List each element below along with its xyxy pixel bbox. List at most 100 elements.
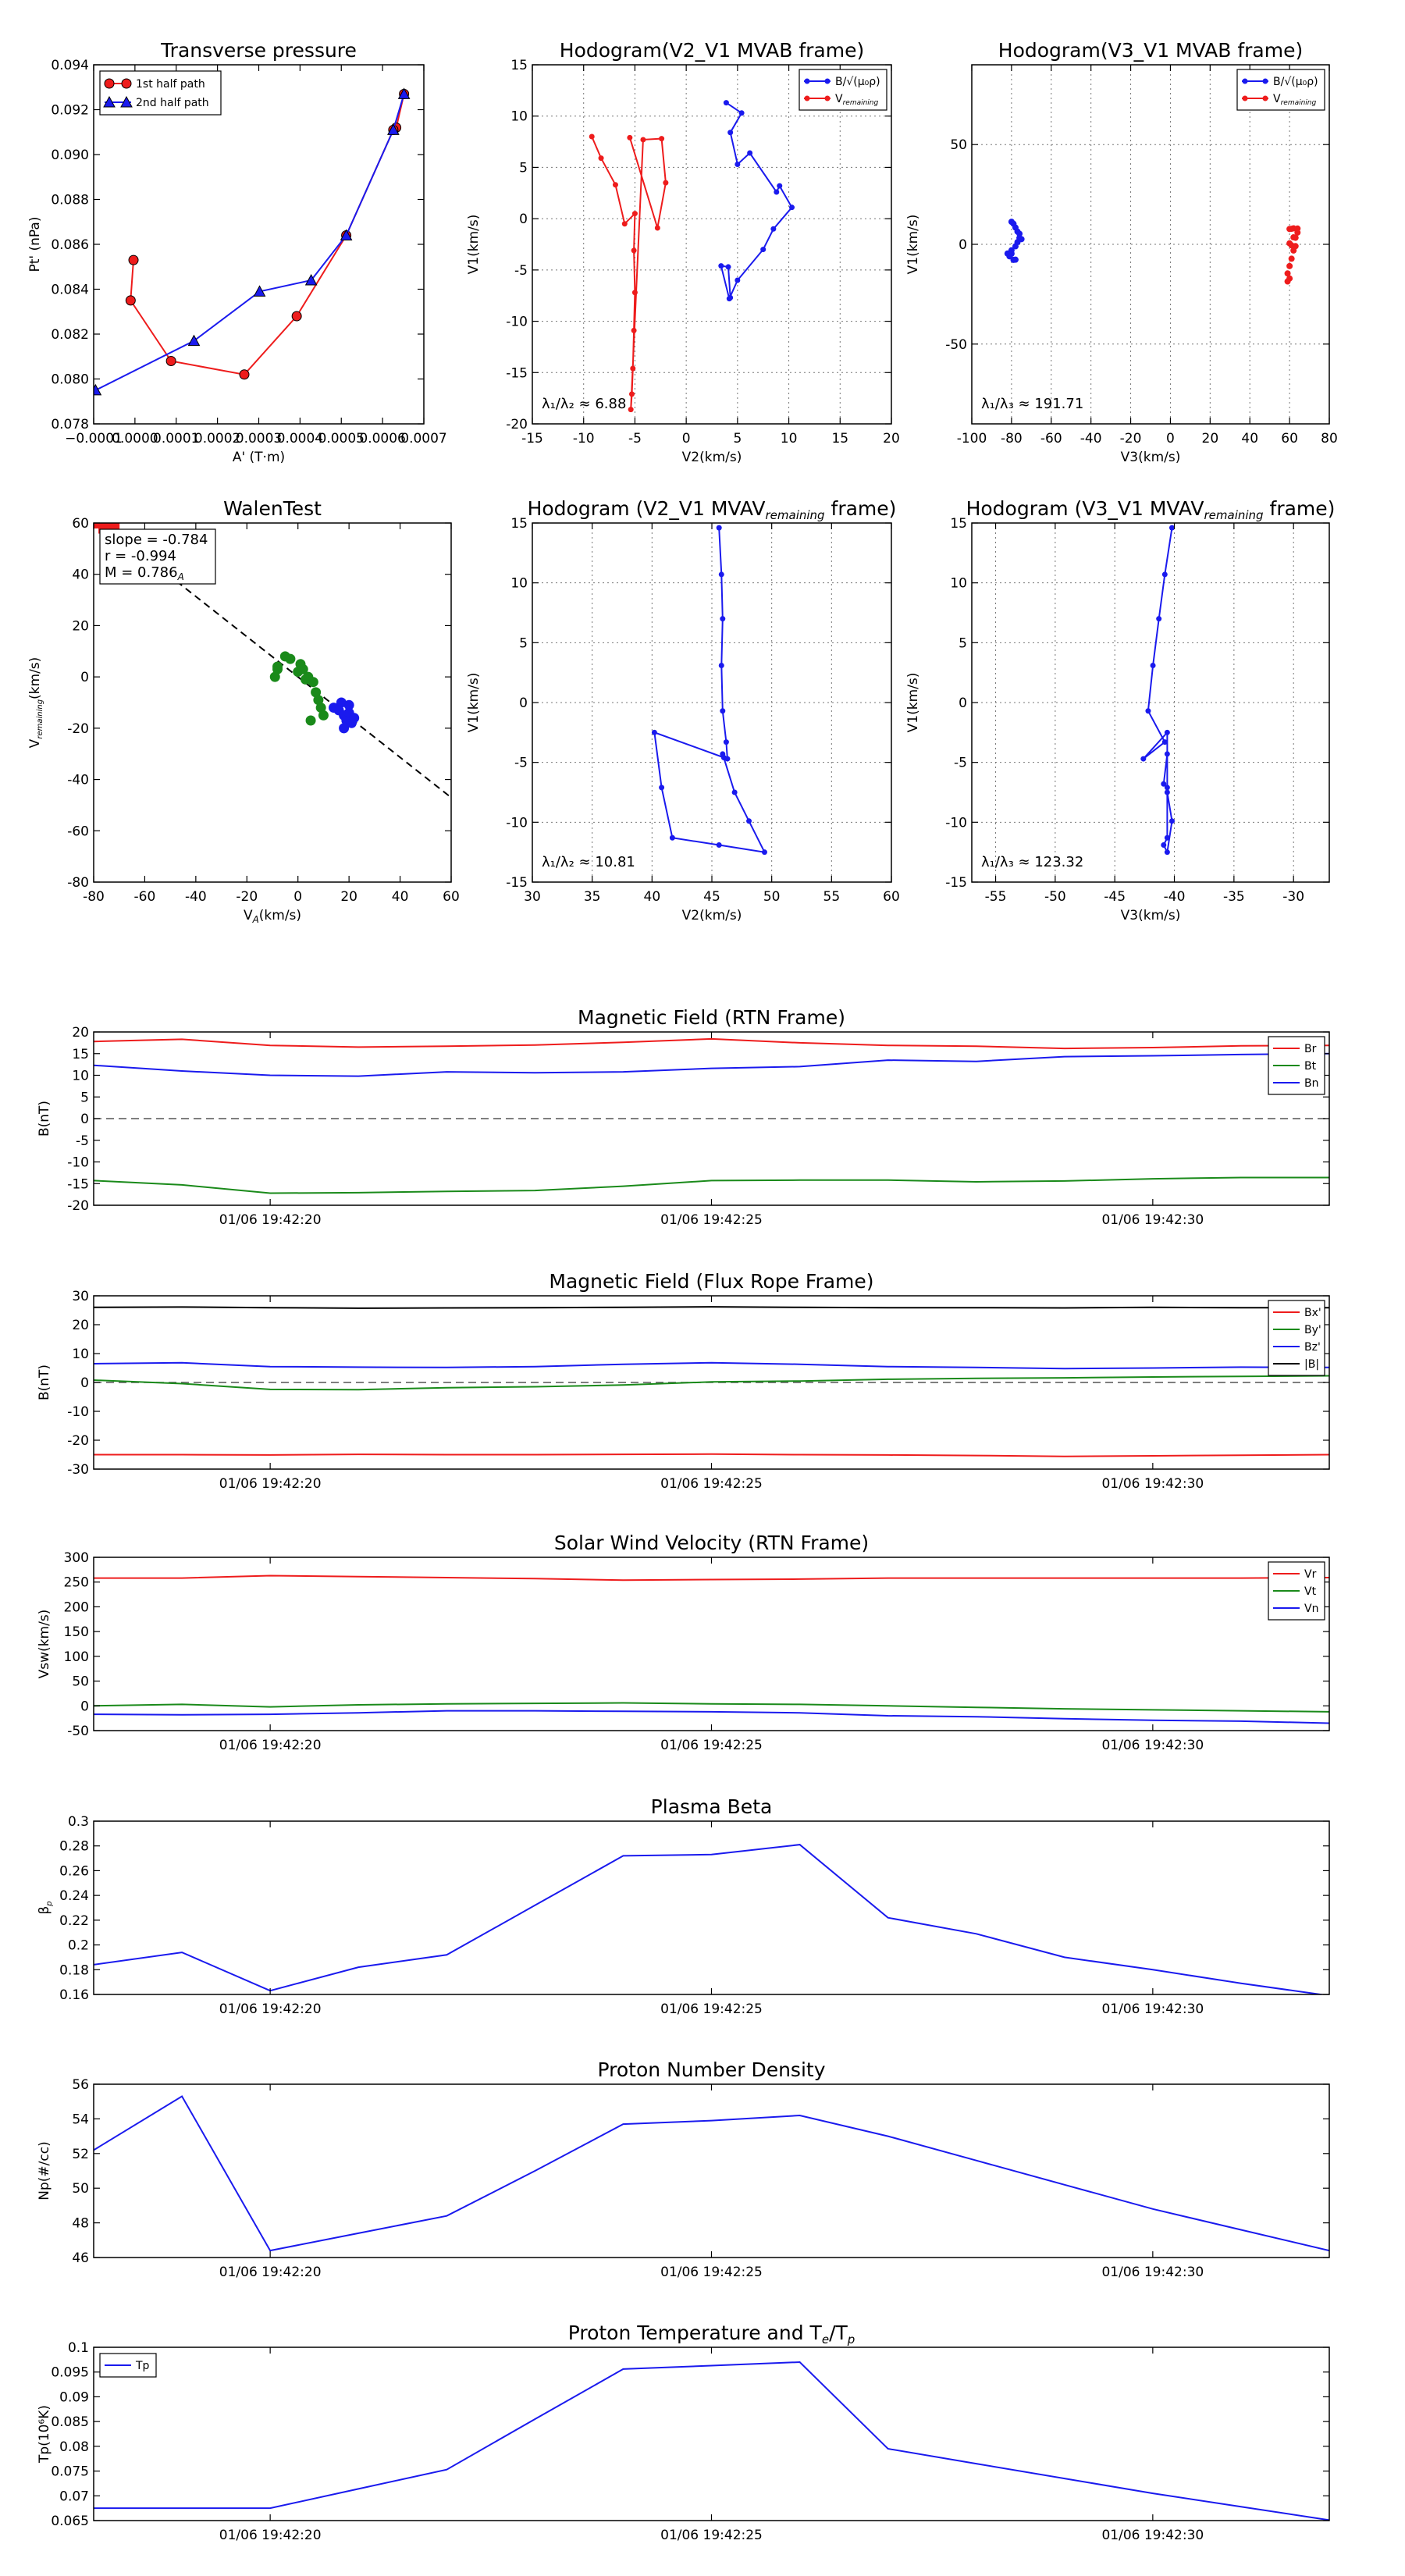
x-label-suffix: (km/s) bbox=[259, 908, 301, 923]
y-axis-label: B(nT) bbox=[37, 1364, 52, 1400]
y-tick-label: -50 bbox=[67, 1724, 89, 1739]
data-point bbox=[128, 254, 139, 265]
x-tick-label: 35 bbox=[584, 889, 601, 905]
y-tick-label: 0 bbox=[80, 1112, 89, 1127]
data-point bbox=[340, 229, 353, 240]
data-point bbox=[1294, 225, 1301, 232]
stats-subscript: A bbox=[177, 571, 184, 582]
series-line bbox=[94, 1306, 1329, 1309]
x-tick-label: 01/06 19:42:20 bbox=[219, 2265, 322, 2280]
legend-label: Bz' bbox=[1304, 1341, 1321, 1354]
data-point bbox=[1286, 262, 1293, 269]
y-tick-label: -40 bbox=[67, 773, 89, 788]
data-point bbox=[770, 226, 777, 232]
data-point bbox=[301, 674, 311, 685]
y-tick-label: 48 bbox=[72, 2216, 89, 2232]
data-point bbox=[285, 653, 296, 664]
stats-line: r = -0.994 bbox=[105, 548, 176, 564]
series-line bbox=[94, 2361, 1329, 2521]
x-tick-label: 01/06 19:42:30 bbox=[1101, 1212, 1204, 1228]
legend-label: Vt bbox=[1304, 1585, 1317, 1598]
data-point bbox=[628, 391, 635, 397]
chart-title: Proton Number Density bbox=[598, 2058, 826, 2081]
y-tick-label: 0.092 bbox=[51, 103, 89, 119]
series-Vr bbox=[94, 1574, 1329, 1582]
data-point bbox=[125, 295, 136, 306]
y-tick-label: 0 bbox=[959, 237, 967, 253]
x-tick-label: 01/06 19:42:30 bbox=[1101, 2001, 1204, 2017]
data-point bbox=[1288, 255, 1295, 262]
series-Vremaining bbox=[589, 133, 669, 413]
y-axis-label: B(nT) bbox=[37, 1101, 52, 1137]
data-point bbox=[239, 369, 250, 380]
data-point bbox=[640, 137, 646, 143]
y-axis-label: Pt' (nPa) bbox=[27, 217, 43, 272]
series-green bbox=[269, 651, 329, 726]
x-tick-label: -55 bbox=[985, 889, 1007, 905]
y-tick-label: 0.3 bbox=[68, 1814, 89, 1830]
x-tick-label: 01/06 19:42:30 bbox=[1101, 2265, 1204, 2280]
x-tick-label: 0.0006 bbox=[359, 431, 405, 447]
x-tick-label: 0.0002 bbox=[194, 431, 240, 447]
y-tick-label: 200 bbox=[64, 1599, 89, 1615]
title-subscript: remaining bbox=[766, 508, 825, 522]
y-tick-label: 20 bbox=[72, 1318, 89, 1333]
x-tick-label: -35 bbox=[1223, 889, 1245, 905]
data-point bbox=[1168, 525, 1175, 531]
y-tick-label: 10 bbox=[510, 576, 528, 592]
x-tick-label: -5 bbox=[628, 431, 642, 447]
x-axis-label: V3(km/s) bbox=[1121, 450, 1181, 465]
data-point bbox=[165, 356, 176, 366]
data-point bbox=[659, 136, 665, 142]
y-axis-label: V1(km/s) bbox=[466, 673, 482, 733]
x-tick-label: 40 bbox=[644, 889, 661, 905]
data-point bbox=[253, 285, 266, 297]
y-axis-label: Vremaining(km/s) bbox=[27, 657, 44, 749]
series-line bbox=[94, 1052, 1329, 1077]
y-tick-label: -10 bbox=[67, 1155, 89, 1171]
x-tick-label: 40 bbox=[392, 889, 409, 905]
chart-np bbox=[93, 2083, 1330, 2258]
y-tick-label: 15 bbox=[950, 516, 967, 532]
series-By bbox=[94, 1375, 1329, 1391]
x-tick-label: 01/06 19:42:30 bbox=[1101, 1476, 1204, 1492]
series-line bbox=[591, 136, 667, 410]
y-tick-label: 0.084 bbox=[51, 283, 89, 298]
data-point bbox=[777, 183, 783, 189]
data-point bbox=[187, 334, 201, 347]
data-point bbox=[1145, 708, 1151, 714]
x-axis-label: V2(km/s) bbox=[682, 908, 742, 923]
y-tick-label: -10 bbox=[67, 1404, 89, 1420]
axes-frame bbox=[532, 64, 892, 425]
data-point bbox=[627, 134, 633, 141]
legend-marker bbox=[1262, 78, 1268, 84]
x-tick-label: −0.0001 bbox=[65, 431, 123, 447]
y-tick-label: 0.080 bbox=[51, 372, 89, 388]
legend-label: 2nd half path bbox=[136, 97, 209, 109]
data-point bbox=[291, 311, 302, 322]
data-point bbox=[349, 713, 360, 724]
legend-box bbox=[99, 70, 222, 116]
y-tick-label: 5 bbox=[80, 1090, 89, 1105]
x-tick-label: -40 bbox=[185, 889, 207, 905]
data-point bbox=[1164, 751, 1170, 757]
x-tick-label: -100 bbox=[957, 431, 987, 447]
legend-marker bbox=[120, 95, 133, 108]
legend-marker bbox=[824, 78, 831, 84]
y-tick-label: -15 bbox=[67, 1176, 89, 1192]
x-tick-label: -20 bbox=[236, 889, 258, 905]
data-point bbox=[774, 189, 780, 195]
chart-bfr bbox=[93, 1295, 1330, 1470]
x-tick-label: 60 bbox=[443, 889, 460, 905]
data-point bbox=[631, 211, 638, 217]
chart-h31 bbox=[971, 64, 1330, 425]
y-tick-label: 0.2 bbox=[68, 1938, 89, 1954]
x-tick-label: 0.0003 bbox=[236, 431, 282, 447]
series-line bbox=[94, 1702, 1329, 1713]
x-tick-label: -40 bbox=[1080, 431, 1102, 447]
data-point bbox=[747, 150, 753, 156]
data-point bbox=[659, 785, 665, 791]
chart-h31r bbox=[971, 522, 1330, 883]
x-tick-label: -40 bbox=[1164, 889, 1186, 905]
x-tick-label: 0.0001 bbox=[153, 431, 199, 447]
